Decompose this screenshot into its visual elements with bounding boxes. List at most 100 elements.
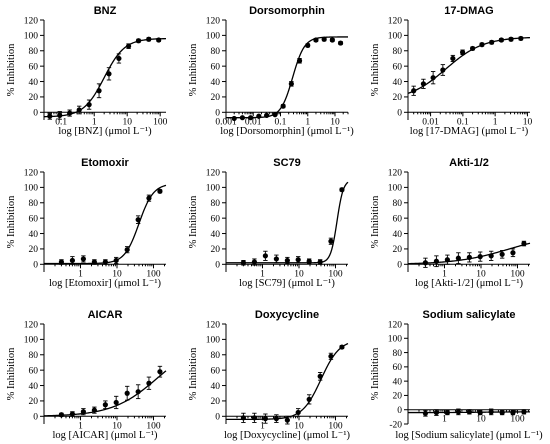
data-point	[508, 36, 514, 42]
fit-curve	[407, 36, 531, 94]
x-tick-label: 100	[153, 117, 168, 127]
data-point	[518, 35, 524, 42]
data-point	[284, 417, 290, 423]
data-point	[284, 257, 290, 264]
data-point	[295, 257, 301, 263]
panel-title: SC79	[273, 157, 301, 169]
data-point	[80, 256, 86, 262]
y-tick-label: -20	[389, 420, 402, 430]
data-point	[498, 37, 504, 43]
data-point	[510, 250, 516, 256]
data-point	[433, 258, 440, 264]
data-point	[240, 260, 247, 266]
data-point	[58, 412, 65, 418]
x-tick-label: 0.1	[55, 117, 67, 127]
x-tick-label: 1	[493, 117, 498, 127]
data-point	[262, 416, 268, 422]
y-tick-label: 20	[29, 93, 39, 103]
data-point	[113, 399, 119, 406]
data-point	[306, 396, 312, 402]
data-point	[521, 409, 527, 415]
data-point	[317, 373, 323, 379]
y-tick-label: 80	[393, 349, 403, 359]
data-point	[135, 217, 141, 223]
y-tick-label: 100	[388, 335, 403, 345]
data-point	[135, 38, 142, 44]
x-axis-label: log [17-DMAG] (μmol L⁻¹)	[410, 126, 529, 137]
data-point	[479, 42, 485, 48]
panel-8: Sodium salicylate -20 0 20 40 60 80 100 120 1 10 10…	[370, 309, 543, 441]
data-point	[296, 58, 303, 64]
data-point	[124, 390, 130, 396]
data-point	[329, 37, 335, 43]
x-tick-label: 1	[305, 117, 310, 127]
y-tick-label: 20	[211, 93, 221, 103]
y-tick-label: 120	[388, 16, 403, 26]
data-point	[521, 240, 527, 247]
y-tick-label: 60	[29, 366, 39, 376]
data-point	[422, 260, 429, 266]
data-point	[248, 115, 254, 121]
data-point	[339, 344, 345, 350]
x-tick-label: 10	[294, 421, 304, 431]
data-point	[69, 257, 76, 264]
y-tick-label: 80	[29, 351, 39, 361]
y-axis-label: % Inhibition	[6, 195, 17, 249]
y-axis-label: % Inhibition	[370, 347, 381, 401]
panel-title: AICAR	[88, 309, 123, 321]
x-tick-label: 1	[78, 421, 83, 431]
y-tick-label: 120	[24, 320, 39, 330]
x-tick-label: 0.01	[245, 117, 262, 127]
data-point	[262, 253, 268, 259]
data-point	[306, 258, 312, 264]
data-point	[69, 411, 76, 417]
y-axis-label: % Inhibition	[370, 195, 381, 249]
y-axis-label: % Inhibition	[188, 347, 199, 401]
y-tick-label: 40	[211, 78, 221, 88]
y-tick-label: 40	[393, 377, 403, 387]
data-point	[499, 409, 505, 416]
data-point	[477, 254, 483, 260]
x-tick-label: 0.01	[422, 117, 439, 127]
data-point	[102, 259, 108, 265]
x-tick-label: 1	[92, 117, 97, 127]
y-tick-label: 80	[29, 47, 39, 57]
y-tick-label: 0	[215, 413, 220, 423]
data-point	[251, 259, 258, 265]
data-point	[328, 238, 334, 244]
x-tick-label: 10	[112, 421, 122, 431]
data-point	[80, 409, 86, 415]
data-point	[455, 409, 461, 415]
data-point	[146, 195, 152, 201]
y-axis-label: % Inhibition	[188, 195, 199, 249]
y-tick-label: 120	[388, 320, 403, 330]
y-axis-label: % Inhibition	[6, 43, 17, 97]
x-tick-label: 0.001	[215, 117, 237, 127]
x-tick-label: 100	[328, 421, 343, 431]
y-tick-label: 120	[206, 320, 221, 330]
fit-curve	[226, 36, 348, 119]
y-tick-label: 80	[393, 199, 403, 209]
data-point	[328, 353, 334, 359]
y-tick-label: 0	[397, 109, 402, 119]
y-tick-label: 120	[24, 16, 39, 26]
x-tick-label: 100	[510, 269, 525, 279]
y-tick-label: 80	[393, 47, 403, 57]
y-axis-label: % Inhibition	[188, 43, 199, 97]
panel-title: Etomoxir	[81, 157, 129, 169]
data-point	[411, 88, 417, 94]
y-axis-label: % Inhibition	[6, 347, 17, 401]
y-tick-label: 60	[29, 214, 39, 224]
fit-curve	[226, 181, 349, 264]
data-point	[450, 55, 456, 62]
data-point	[113, 257, 119, 264]
x-axis-label: log [SC79] (μmol L⁻¹)	[239, 278, 335, 289]
y-axis-label: % Inhibition	[370, 43, 381, 97]
data-point	[146, 36, 152, 42]
data-point	[146, 380, 152, 386]
y-tick-label: 60	[211, 62, 221, 72]
